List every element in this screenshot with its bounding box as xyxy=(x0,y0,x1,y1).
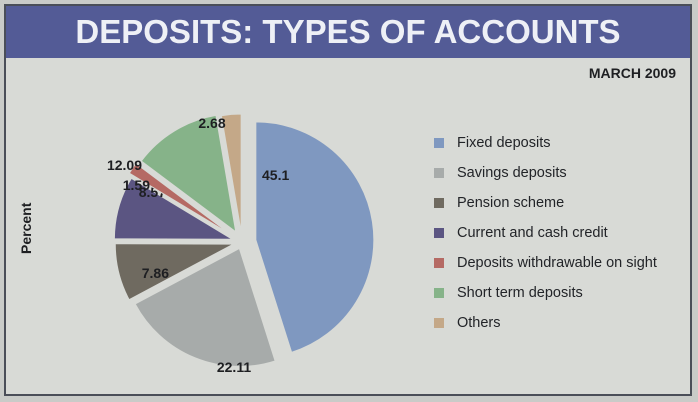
legend-swatch xyxy=(434,318,444,328)
chart-title: DEPOSITS: TYPES OF ACCOUNTS xyxy=(75,13,621,50)
data-label: 1.59 xyxy=(123,177,150,193)
chart-legend: Fixed deposits Savings deposits Pension sc… xyxy=(434,128,657,338)
pie-slice-savings-deposits xyxy=(134,247,276,367)
legend-swatch xyxy=(434,258,444,268)
legend-label: Current and cash credit xyxy=(457,225,608,241)
data-label: 12.09 xyxy=(107,157,142,173)
data-label: 7.86 xyxy=(142,265,169,281)
legend-label: Savings deposits xyxy=(457,165,567,181)
legend-item: Current and cash credit xyxy=(434,218,657,248)
legend-item: Deposits withdrawable on sight xyxy=(434,248,657,278)
legend-item: Short term deposits xyxy=(434,278,657,308)
legend-item: Pension scheme xyxy=(434,188,657,218)
data-label: 45.1 xyxy=(262,167,289,183)
legend-label: Deposits withdrawable on sight xyxy=(457,255,657,271)
pie-slice-others xyxy=(220,113,242,233)
legend-swatch xyxy=(434,168,444,178)
legend-label: Short term deposits xyxy=(457,285,583,301)
data-label: 22.11 xyxy=(217,359,251,375)
legend-swatch xyxy=(434,138,444,148)
legend-swatch xyxy=(434,288,444,298)
pie-slice-deposits-withdrawable-on-sight xyxy=(128,162,231,235)
legend-item: Others xyxy=(434,308,657,338)
chart-frame: DEPOSITS: TYPES OF ACCOUNTS MARCH 2009 P… xyxy=(4,4,692,396)
pie-slice-pension-scheme xyxy=(114,243,234,301)
data-label: 2.68 xyxy=(198,115,225,131)
pie-slice-fixed-deposits xyxy=(255,121,375,353)
legend-item: Fixed deposits xyxy=(434,128,657,158)
legend-swatch xyxy=(434,228,444,238)
legend-label: Others xyxy=(457,315,501,331)
chart-header: DEPOSITS: TYPES OF ACCOUNTS xyxy=(6,6,690,58)
legend-label: Pension scheme xyxy=(457,195,565,211)
legend-swatch xyxy=(434,198,444,208)
pie-slice-short-term-deposits xyxy=(140,114,237,233)
legend-item: Savings deposits xyxy=(434,158,657,188)
chart-subtitle: MARCH 2009 xyxy=(588,65,676,81)
legend-label: Fixed deposits xyxy=(457,135,551,151)
pie-slice-current-and-cash-credit xyxy=(113,177,235,240)
